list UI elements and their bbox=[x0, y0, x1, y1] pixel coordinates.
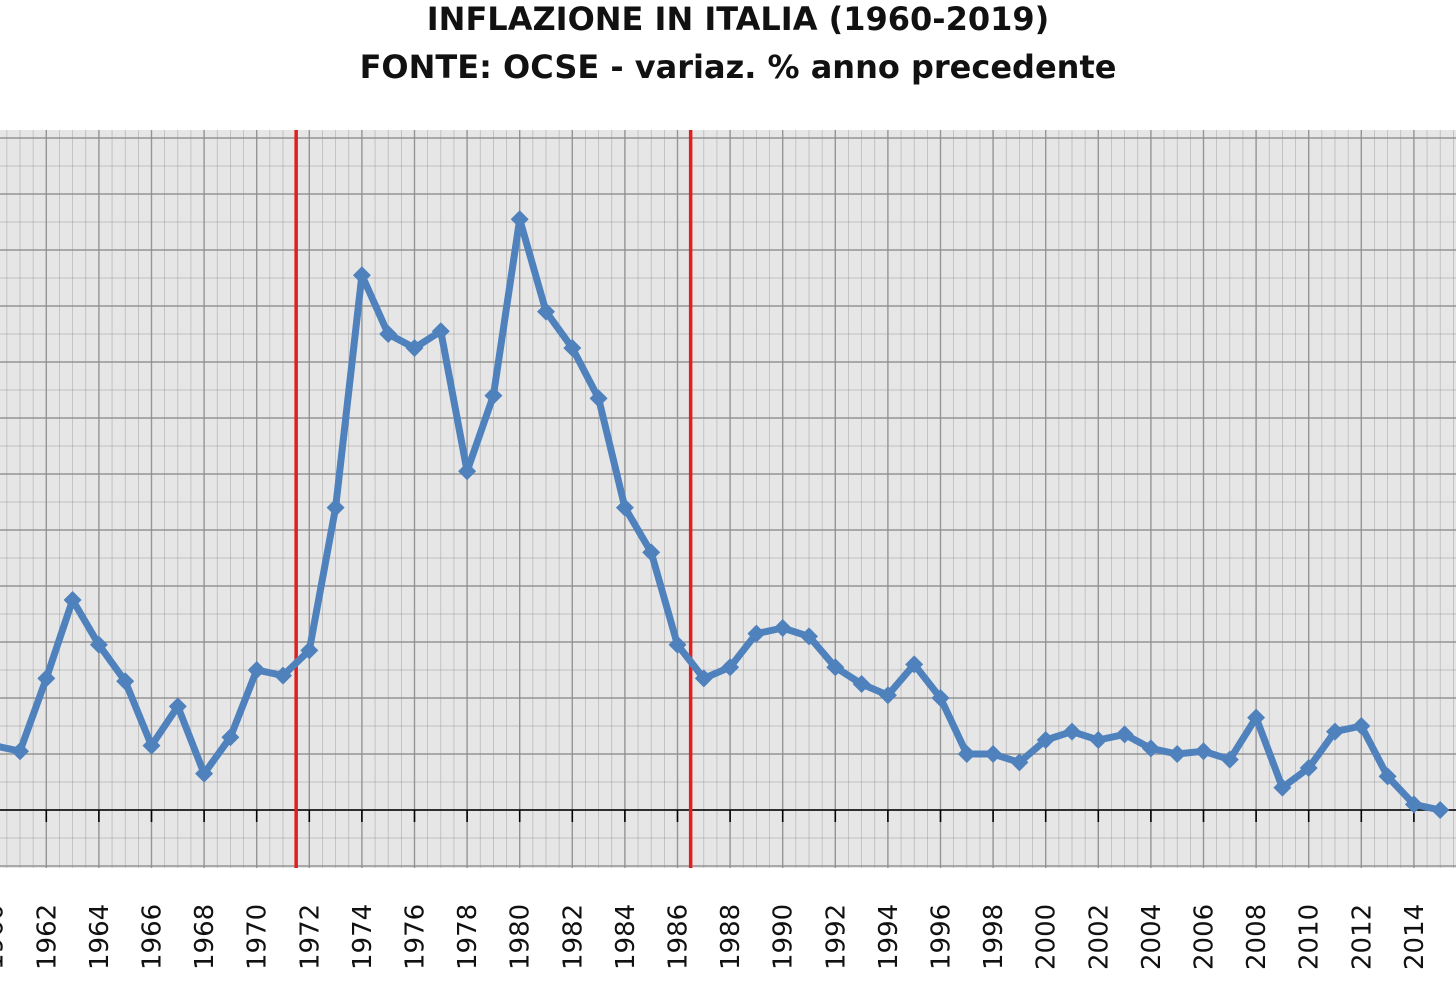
x-tick-label: 2002 bbox=[1084, 904, 1114, 970]
x-tick-label: 2000 bbox=[1032, 904, 1062, 970]
x-tick-label: 1962 bbox=[32, 904, 62, 970]
x-tick-label: 1970 bbox=[243, 904, 273, 970]
x-tick-label: 2014 bbox=[1400, 904, 1430, 970]
data-point bbox=[1010, 753, 1029, 772]
x-tick-label: 1984 bbox=[611, 904, 641, 970]
data-point bbox=[1063, 722, 1081, 741]
data-point bbox=[221, 728, 240, 747]
data-point bbox=[1378, 767, 1397, 786]
x-tick-label: 1980 bbox=[506, 904, 536, 970]
data-point bbox=[11, 742, 29, 761]
x-tick-label: 1988 bbox=[716, 904, 746, 970]
x-tick-label: 1986 bbox=[664, 904, 694, 970]
chart-title: INFLAZIONE IN ITALIA (1960-2019) bbox=[426, 0, 1050, 38]
data-point bbox=[431, 322, 450, 341]
data-point bbox=[484, 386, 503, 405]
x-tick-label: 2012 bbox=[1347, 904, 1377, 970]
data-point bbox=[247, 661, 266, 679]
plot-area bbox=[0, 130, 1456, 868]
x-tick-label: 1974 bbox=[348, 904, 378, 970]
data-point bbox=[1115, 725, 1134, 744]
data-point bbox=[615, 498, 634, 517]
data-point bbox=[300, 641, 319, 660]
x-tick-label: 1972 bbox=[295, 904, 325, 970]
data-point bbox=[773, 619, 792, 637]
data-point bbox=[458, 462, 477, 481]
x-tick-label: 1998 bbox=[979, 904, 1009, 970]
data-point bbox=[668, 635, 687, 654]
data-point bbox=[1299, 759, 1318, 777]
vertical-markers bbox=[294, 130, 693, 868]
data-point bbox=[878, 686, 897, 705]
data-point bbox=[1404, 795, 1423, 814]
grid-major bbox=[0, 130, 1456, 868]
data-point bbox=[379, 325, 398, 343]
x-tick-label: 1996 bbox=[927, 904, 957, 970]
data-point bbox=[1168, 745, 1187, 763]
x-tick-label: 1966 bbox=[138, 904, 168, 970]
data-point bbox=[116, 672, 135, 691]
data-point bbox=[1247, 708, 1266, 727]
x-tick-label: 2006 bbox=[1190, 904, 1220, 970]
data-point bbox=[721, 658, 740, 677]
x-tick-label: 2004 bbox=[1137, 904, 1167, 970]
data-point bbox=[1352, 717, 1371, 735]
x-tick-label: 1964 bbox=[85, 904, 115, 970]
chart-subtitle: FONTE: OCSE - variaz. % anno precedente bbox=[359, 48, 1117, 86]
x-tick-label: 1960 bbox=[0, 904, 10, 970]
x-axis-tick-labels: 1960 1962 1964 1966 1968 1970 1972 1974 1976 1978… bbox=[0, 904, 1430, 970]
data-point bbox=[1220, 750, 1239, 769]
data-point bbox=[37, 669, 56, 688]
data-point bbox=[957, 745, 976, 763]
data-point bbox=[0, 742, 3, 749]
data-points bbox=[0, 210, 1450, 819]
data-point bbox=[563, 339, 582, 357]
data-point bbox=[826, 658, 845, 677]
data-point bbox=[1141, 739, 1160, 758]
x-tick-label: 2010 bbox=[1295, 904, 1325, 970]
x-tick-label: 1978 bbox=[453, 904, 483, 970]
data-point bbox=[352, 266, 371, 285]
data-point bbox=[852, 675, 871, 693]
data-point bbox=[274, 666, 292, 685]
data-point bbox=[89, 635, 108, 654]
data-point bbox=[984, 745, 1003, 763]
data-point bbox=[800, 627, 818, 646]
data-point bbox=[1431, 801, 1450, 819]
x-tick-label: 1968 bbox=[190, 904, 220, 970]
data-point bbox=[905, 655, 924, 674]
data-point bbox=[1326, 722, 1344, 741]
x-tick-label: 1982 bbox=[558, 904, 588, 970]
x-tick-label: 1992 bbox=[821, 904, 851, 970]
data-point bbox=[142, 736, 161, 755]
data-point bbox=[1036, 731, 1055, 749]
data-point bbox=[326, 498, 345, 517]
data-point bbox=[1194, 742, 1213, 761]
x-tick-label: 2008 bbox=[1242, 904, 1272, 970]
data-point bbox=[747, 624, 766, 643]
x-tick-label: 1994 bbox=[874, 904, 904, 970]
data-point bbox=[1273, 778, 1292, 797]
data-point bbox=[931, 689, 950, 707]
data-point bbox=[589, 389, 608, 408]
data-point bbox=[510, 210, 529, 229]
x-tick-label: 1990 bbox=[769, 904, 799, 970]
data-point bbox=[694, 669, 713, 688]
x-tick-label: 1976 bbox=[401, 904, 431, 970]
data-point bbox=[537, 302, 555, 321]
data-point bbox=[642, 543, 661, 562]
data-point bbox=[63, 591, 82, 609]
data-point bbox=[195, 764, 214, 783]
data-point bbox=[405, 339, 424, 357]
data-point bbox=[1089, 731, 1108, 749]
data-point bbox=[168, 697, 187, 716]
